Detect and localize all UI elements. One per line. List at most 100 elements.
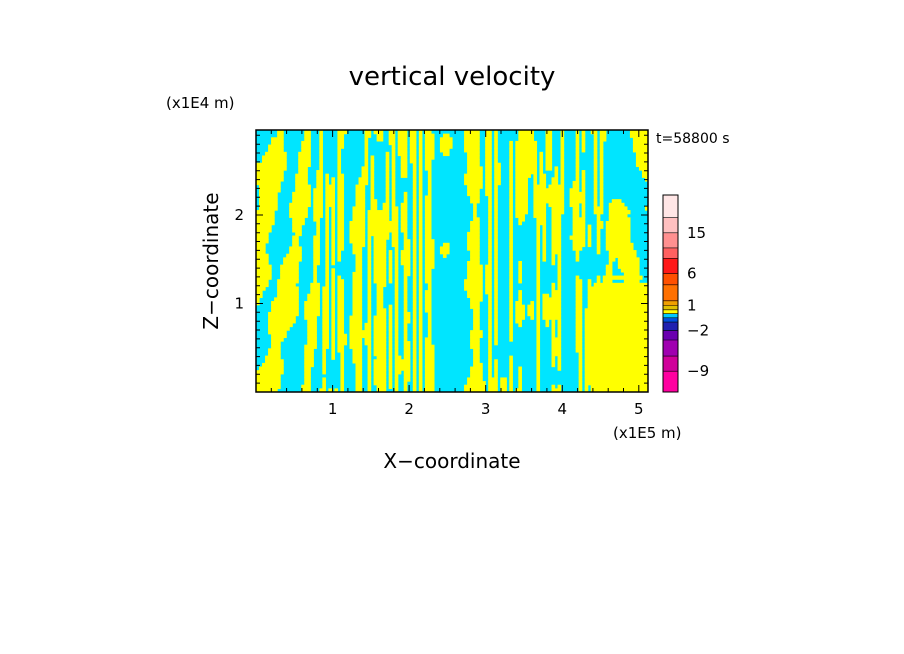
field-cell [569,191,586,197]
field-cell [536,264,541,269]
field-cell [355,366,363,371]
field-cell [473,315,480,320]
field-cell [352,286,363,291]
field-cell [509,355,513,360]
field-cell [367,290,372,295]
field-cell [340,359,345,364]
field-cell [418,159,423,164]
field-cell [424,271,432,277]
field-cell [557,359,562,364]
field-cell [515,202,528,208]
field-cell [578,359,583,364]
field-cell [485,180,492,186]
field-cell [424,351,435,357]
field-cell [485,159,492,164]
field-cell [560,180,565,186]
field-cell [280,271,299,277]
field-cell [473,202,477,208]
field-cell [608,253,637,258]
field-cell [352,293,363,298]
field-cell [424,381,435,386]
field-cell [575,159,580,164]
field-cell [494,173,501,178]
field-cell [509,231,513,237]
field-cell [268,144,284,149]
field-cell [530,301,535,306]
field-cell [367,213,390,218]
field-cell [551,220,562,226]
field-cell [394,348,399,353]
field-cell [388,355,393,360]
field-cell [439,148,450,153]
field-cell [551,359,556,364]
field-cell [494,290,498,295]
field-cell [494,261,498,266]
field-cell [316,170,323,175]
field-cell [494,301,498,306]
field-cell [388,311,393,317]
field-cell [403,308,408,313]
field-cell [485,140,492,146]
field-cell [262,155,287,160]
field-cell [551,261,556,266]
field-cell [256,271,272,277]
field-cell [418,257,423,262]
field-cell [337,228,345,233]
field-cell [467,231,480,237]
field-cell [473,351,480,357]
field-cell [587,279,592,284]
field-cell [467,184,483,189]
field-cell [337,341,348,346]
field-cell [424,130,432,135]
field-cell [578,362,583,368]
field-cell [271,308,299,313]
field-cell [394,275,399,280]
field-cell [412,162,417,167]
field-cell [403,337,408,342]
field-cell [388,377,393,382]
field-cell [412,180,417,186]
field-cell [325,282,329,288]
field-cell [376,308,387,313]
field-cell [575,282,583,288]
field-cell [584,348,648,353]
field-cell [548,184,565,189]
field-cell [391,177,396,182]
field-cell [334,388,339,392]
field-cell [337,155,342,160]
field-cell [322,366,326,371]
field-cell [373,341,387,346]
field-cell [599,180,604,186]
field-cell [575,151,580,157]
field-cell [424,155,435,160]
field-cell [316,231,320,237]
field-cell [533,173,538,178]
x-unit-label: (x1E5 m) [613,424,682,442]
field-cell [572,217,586,222]
field-cell [394,279,399,284]
field-cell [412,184,417,189]
field-cell [256,264,272,269]
field-cell [596,246,601,251]
field-cell [349,337,363,342]
field-cell [313,275,317,280]
field-cell [319,133,323,138]
field-cell [551,239,562,244]
field-cell [596,279,601,284]
field-cell [515,311,525,317]
field-cell [316,220,320,226]
field-cell [325,224,329,229]
field-cell [533,206,547,211]
field-cell [424,253,435,258]
field-cell [464,279,483,284]
field-cell [418,381,423,386]
field-cell [509,191,513,197]
field-cell [509,326,513,331]
colorbar-swatch [663,356,678,372]
field-cell [509,370,513,375]
field-cell [295,231,302,237]
field-cell [593,151,598,157]
colorbar-label: 15 [687,224,706,242]
field-cell [533,188,565,193]
field-cell [337,177,345,182]
